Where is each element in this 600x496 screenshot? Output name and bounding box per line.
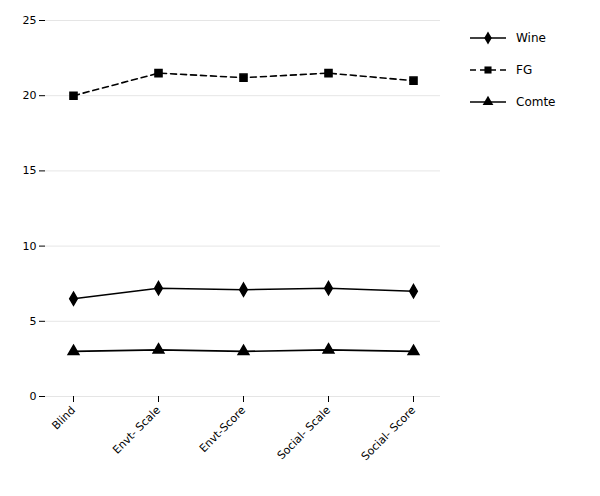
svg-text:Social- Scale: Social- Scale xyxy=(275,404,334,463)
svg-text:5: 5 xyxy=(30,315,37,328)
html-text:Wine: Wine xyxy=(516,31,546,45)
svg-text:25: 25 xyxy=(23,14,37,27)
html-text:FG: FG xyxy=(516,63,533,77)
svg-text:Blind: Blind xyxy=(49,404,78,433)
svg-text:Envt-Score: Envt-Score xyxy=(197,404,248,455)
svg-text:Social- Score: Social- Score xyxy=(359,404,418,463)
svg-text:10: 10 xyxy=(23,240,37,253)
svg-text:20: 20 xyxy=(23,89,37,102)
html-text:Comte: Comte xyxy=(516,95,556,109)
svg-text:Envt- Scale: Envt- Scale xyxy=(110,404,163,457)
svg-text:15: 15 xyxy=(23,164,37,177)
svg-text:0: 0 xyxy=(30,390,37,403)
